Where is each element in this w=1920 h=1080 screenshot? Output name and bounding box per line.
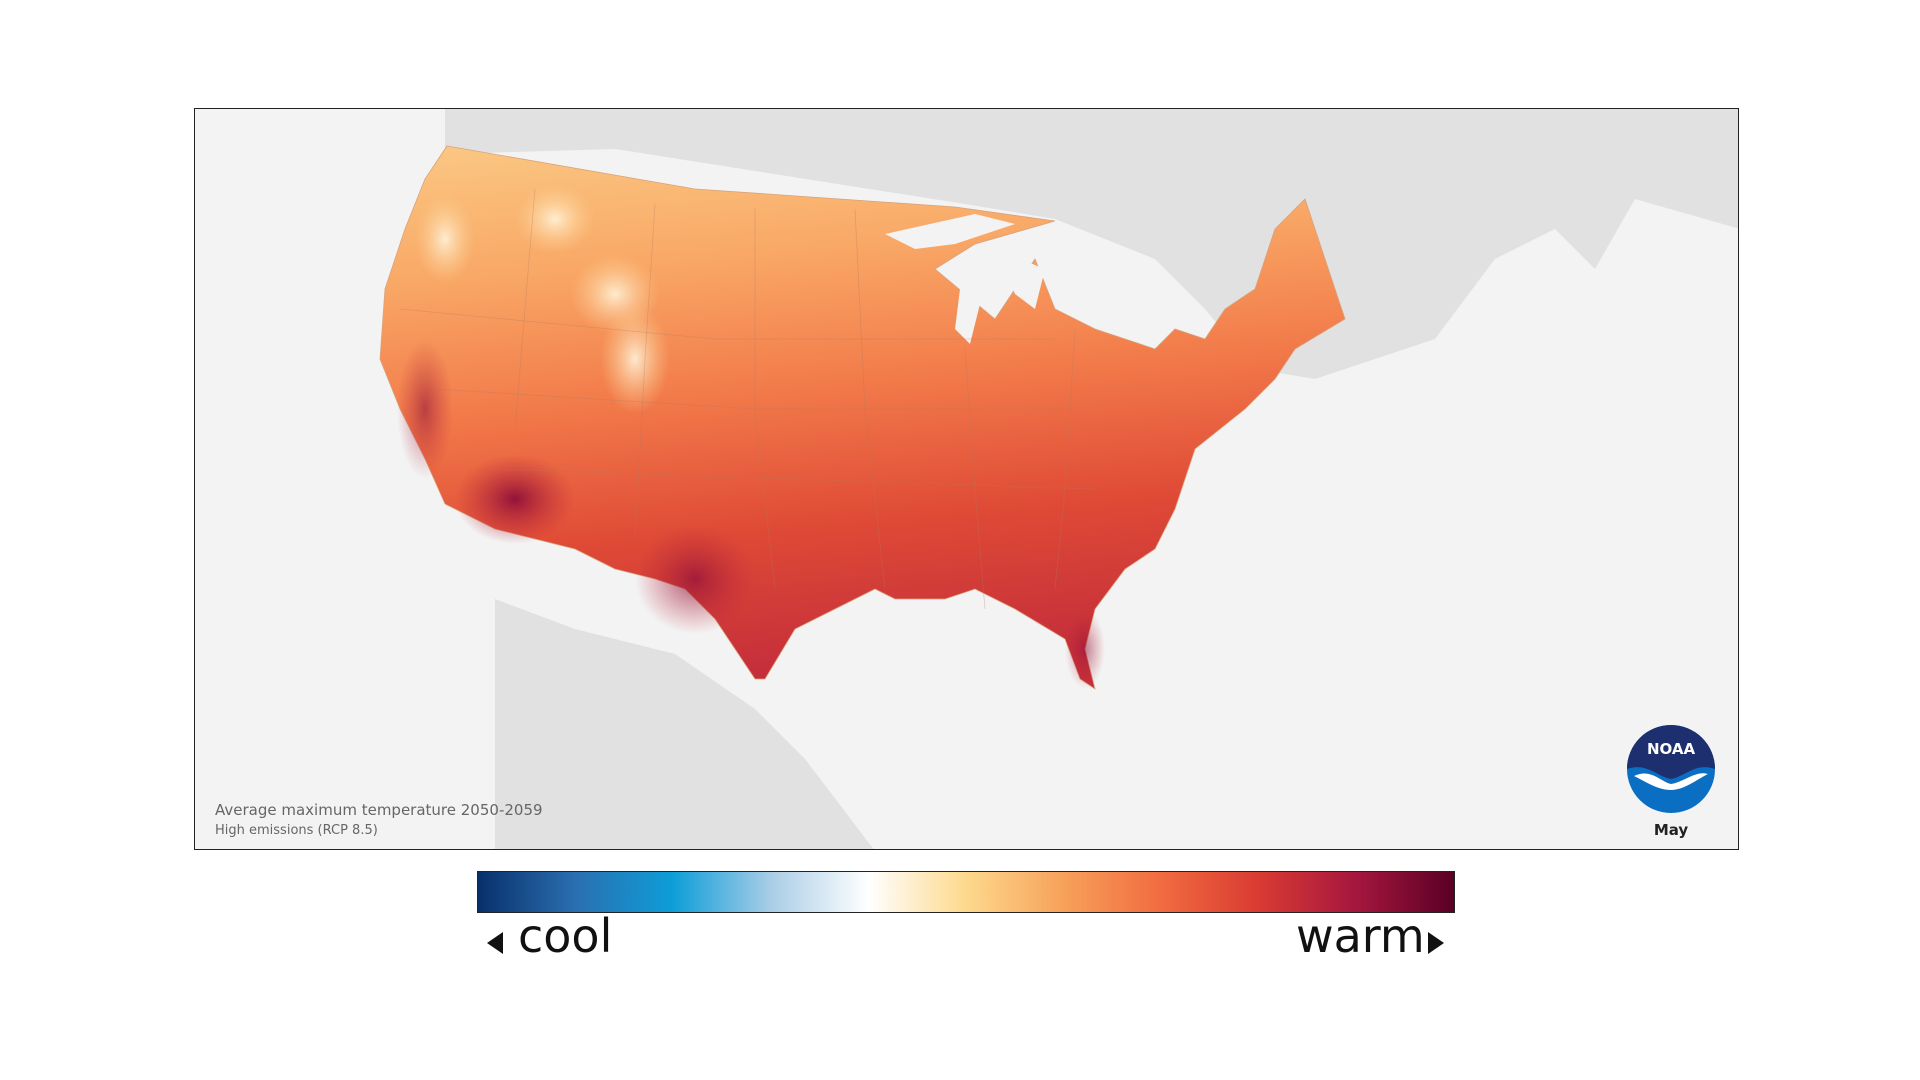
caption-title: Average maximum temperature 2050-2059 <box>215 801 543 819</box>
legend-cool-label: cool <box>518 909 613 963</box>
baja-peninsula <box>505 614 615 849</box>
great-lakes <box>885 214 1185 344</box>
legend-warm-label: warm <box>1296 909 1425 963</box>
warm-arrow-icon <box>1428 932 1444 954</box>
temperature-map <box>379 109 1738 849</box>
canada-landmass <box>445 109 1738 379</box>
noaa-logo-text: NOAA <box>1647 740 1696 758</box>
noaa-logo-icon: NOAA <box>1627 725 1715 813</box>
cool-arrow-icon <box>487 932 503 954</box>
state-boundaries <box>399 188 1096 610</box>
caption-subtitle: High emissions (RCP 8.5) <box>215 823 378 838</box>
month-label: May <box>1653 821 1689 839</box>
color-scale-bar <box>477 871 1455 913</box>
map-frame: Average maximum temperature 2050-2059 Hi… <box>194 108 1739 850</box>
